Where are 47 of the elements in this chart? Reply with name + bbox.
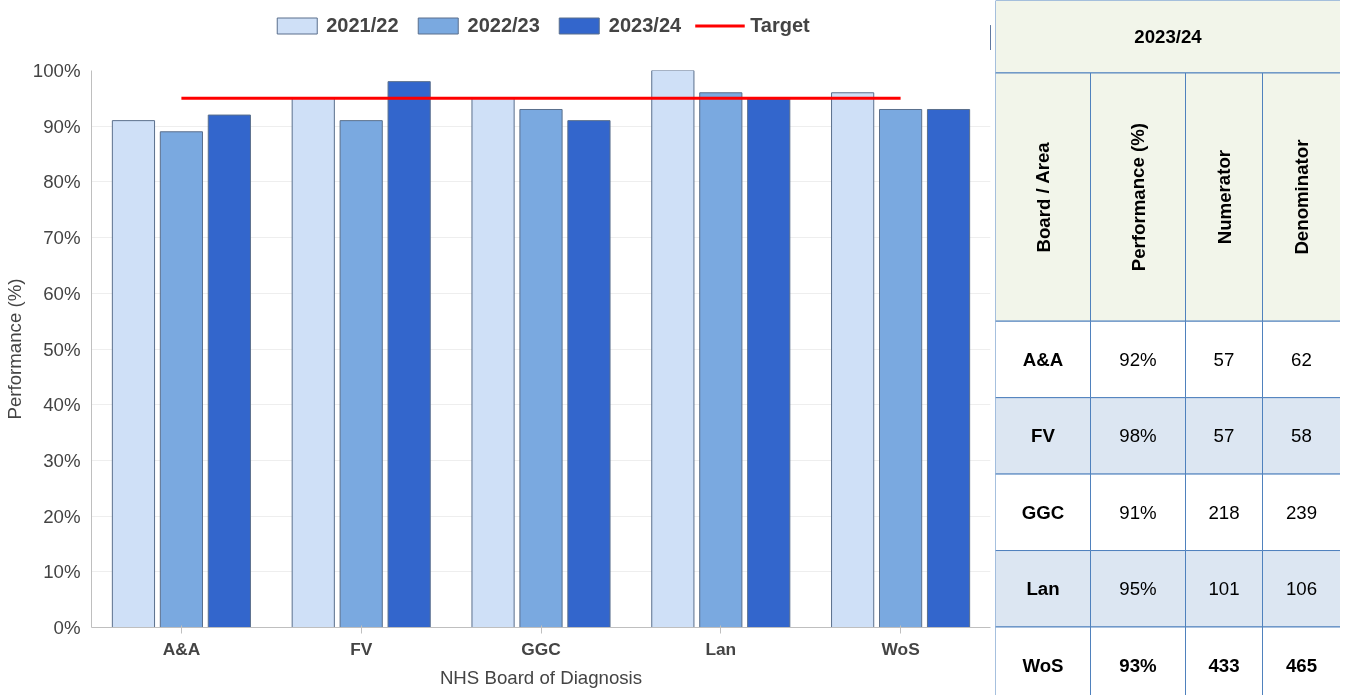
text: 92% bbox=[1119, 348, 1157, 370]
text: 91% bbox=[1119, 501, 1157, 523]
y-axis-title: Performance (%) bbox=[3, 278, 25, 420]
x-tick-label: GGC bbox=[521, 638, 562, 659]
text: WoS bbox=[1022, 654, 1064, 676]
text: 106 bbox=[1285, 578, 1318, 600]
legend-label: 2023/24 bbox=[608, 13, 682, 37]
y-tick-label: 20% bbox=[43, 505, 81, 527]
x-tick-label: WoS bbox=[881, 638, 920, 659]
text: 465 bbox=[1285, 654, 1318, 676]
y-tick-label: 50% bbox=[43, 338, 81, 360]
text: 58 bbox=[1291, 425, 1312, 447]
x-axis-title: NHS Board of Diagnosis bbox=[439, 666, 643, 688]
y-tick-label: 100% bbox=[32, 60, 81, 81]
text: Performance (%) bbox=[1127, 122, 1149, 272]
text: A&A bbox=[1022, 348, 1064, 370]
text: 62 bbox=[1291, 348, 1312, 370]
text: 433 bbox=[1208, 654, 1240, 676]
text: Numerator bbox=[1213, 149, 1235, 245]
y-tick-label: 30% bbox=[43, 449, 81, 471]
text: 93% bbox=[1119, 654, 1158, 676]
text: 95% bbox=[1119, 578, 1157, 600]
text: Lan bbox=[1026, 578, 1060, 600]
x-tick-label: A&A bbox=[162, 638, 201, 659]
y-tick-label: 0% bbox=[53, 617, 81, 638]
text: 218 bbox=[1208, 501, 1240, 523]
legend-label: 2022/23 bbox=[467, 13, 540, 37]
text: 57 bbox=[1213, 348, 1235, 370]
text: Denominator bbox=[1291, 139, 1312, 255]
text: 2023/24 bbox=[1134, 26, 1203, 48]
y-tick-label: 80% bbox=[43, 171, 81, 193]
x-tick-label: Lan bbox=[705, 638, 737, 659]
y-tick-label: 10% bbox=[43, 561, 81, 583]
text: Board / Area bbox=[1032, 141, 1054, 253]
text: 57 bbox=[1213, 425, 1235, 447]
text: 98% bbox=[1119, 425, 1157, 447]
y-tick-label: 40% bbox=[43, 394, 81, 416]
text: 239 bbox=[1285, 501, 1318, 523]
text: FV bbox=[1031, 425, 1056, 447]
legend-label: Target bbox=[750, 13, 810, 37]
y-tick-label: 70% bbox=[43, 227, 81, 249]
legend-label: 2021/22 bbox=[326, 13, 399, 37]
x-tick-label: FV bbox=[350, 638, 373, 659]
y-tick-label: 90% bbox=[43, 115, 81, 137]
text: 101 bbox=[1208, 578, 1240, 600]
y-tick-label: 60% bbox=[43, 282, 81, 304]
text: GGC bbox=[1021, 501, 1065, 523]
